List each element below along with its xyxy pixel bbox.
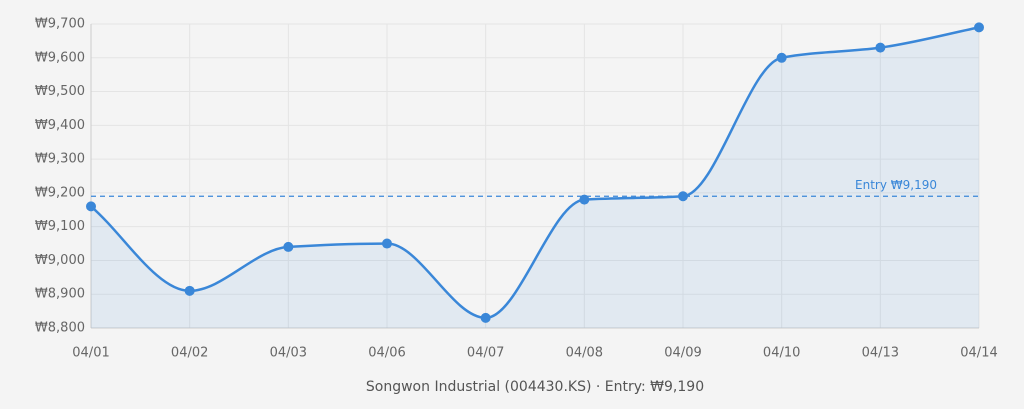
x-tick-label: 04/01 — [72, 346, 109, 361]
point — [382, 238, 392, 249]
x-tick-label: 04/13 — [862, 346, 899, 361]
x-axis-label: Songwon Industrial (004430.KS) · Entry: … — [366, 379, 704, 395]
y-tick-label: ₩9,500 — [35, 84, 85, 99]
y-tick-label: ₩9,700 — [35, 17, 85, 32]
x-tick-label: 04/10 — [763, 346, 800, 361]
point — [678, 191, 688, 202]
point — [184, 285, 195, 296]
y-tick-label: ₩9,100 — [35, 219, 85, 234]
x-tick-label: 04/08 — [566, 346, 603, 361]
x-tick-label: 04/02 — [171, 346, 208, 361]
x-tick-label: 04/03 — [270, 346, 307, 361]
point — [86, 201, 96, 212]
y-tick-label: ₩9,000 — [35, 253, 85, 268]
x-tick-label: 04/14 — [960, 346, 997, 361]
y-tick-label: ₩8,900 — [35, 287, 85, 302]
point — [283, 241, 294, 252]
y-tick-label: ₩9,300 — [35, 152, 85, 167]
point — [776, 52, 787, 63]
point — [875, 42, 886, 53]
y-tick-label: ₩9,400 — [35, 118, 85, 133]
y-tick-label: ₩9,200 — [35, 185, 85, 200]
x-tick-label: 04/06 — [368, 346, 405, 361]
point — [480, 312, 491, 323]
x-tick-label: 04/07 — [467, 346, 504, 361]
x-tick-label: 04/09 — [664, 346, 701, 361]
reference-label: Entry ₩9,190 — [855, 178, 937, 192]
line — [90, 26, 980, 320]
y-tick-label: ₩8,800 — [35, 321, 85, 336]
point — [579, 194, 590, 205]
y-tick-label: ₩9,600 — [35, 50, 85, 65]
point — [974, 22, 984, 33]
area — [91, 27, 979, 328]
